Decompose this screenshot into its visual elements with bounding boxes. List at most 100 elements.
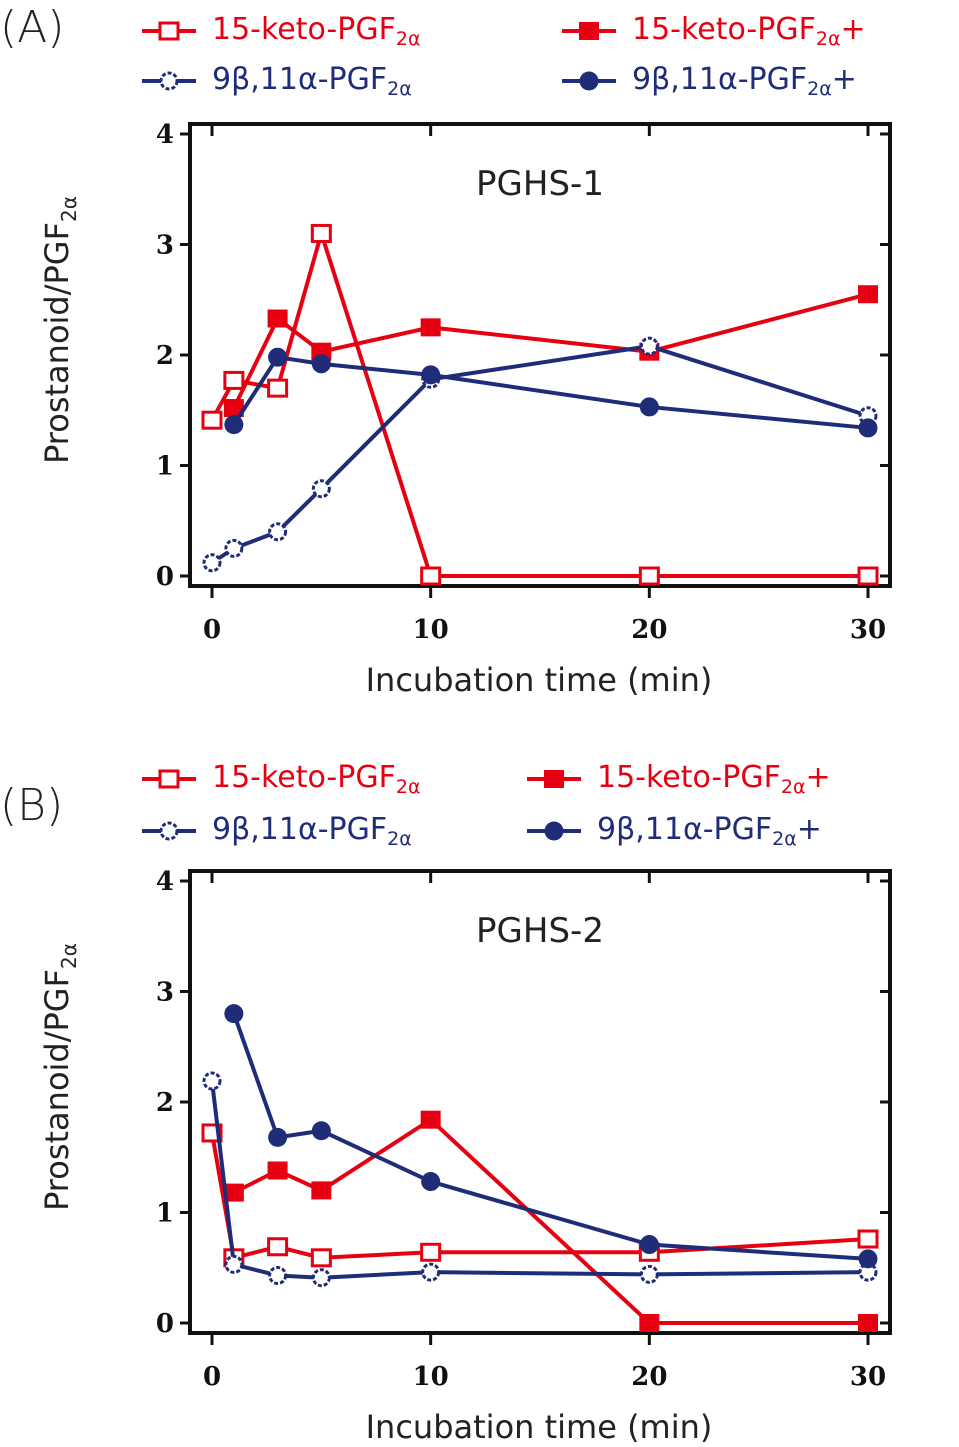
chart-plot-pghs1: 0 1 2 3 4 0 10 20 30 Incubation time (min) Prostan… [38,120,892,699]
series-1 [223,285,878,418]
data-point [267,1237,289,1257]
data-point [639,397,659,417]
data-point [268,347,288,367]
data-point [857,566,879,586]
plot-title: PGHS-2 [476,911,604,951]
legend-label-subscript: 2α [807,78,832,100]
legend-marker [158,21,180,41]
legend-label-subscript: 2α [815,28,841,50]
y-tick-label: 0 [156,562,174,592]
y-tick-label: 0 [156,1309,174,1339]
x-tick-label: 30 [850,615,886,645]
data-point [639,336,659,356]
legend-label: 9β,11α-PGF2α [212,812,412,850]
legend-marker [544,821,564,841]
data-point [421,1262,441,1282]
data-point [311,354,331,374]
series-3 [224,1004,878,1269]
legend-label: 9β,11α-PGF2α [212,62,412,100]
data-point [858,1314,878,1332]
y-tick-label: 4 [156,867,174,897]
x-tick-label: 20 [631,615,667,645]
series-0 [201,223,879,586]
data-point [223,399,244,418]
legend-label: 15-keto-PGF2α+ [597,760,831,798]
legend-item: 9β,11α-PGF2α+ [525,812,822,850]
legend-label: 9β,11α-PGF2α+ [632,62,857,100]
data-point [639,1264,659,1284]
data-point [223,1183,244,1202]
series-2 [202,336,878,573]
panel-label: (B) [0,780,64,831]
data-point [224,415,244,435]
data-point [310,223,332,243]
data-point [311,1181,332,1200]
plot-title: PGHS-1 [476,164,604,204]
legend-marker [158,769,180,789]
series-line [210,231,868,578]
x-tick-label: 10 [413,1362,449,1392]
data-point [224,1254,244,1274]
panel-label: (A) [0,2,65,53]
data-point [268,1265,288,1285]
y-axis-title: Prostanoid/PGF2α [38,943,81,1211]
data-point [421,365,441,385]
chart-plot-pghs2: 0 1 2 3 4 0 10 20 30 Incubation time (min) Prostan… [38,867,892,1446]
legend-item: 15-keto-PGF2α [140,760,420,798]
series-1 [223,1110,878,1332]
data-point [421,1172,441,1192]
data-point [638,566,660,586]
y-tick-label: 2 [156,1088,174,1118]
legend-marker [159,71,179,91]
series-2 [202,1071,878,1288]
series-0 [201,1123,879,1268]
legend-label-subscript: 2α [387,828,412,850]
x-tick-label: 20 [631,1362,667,1392]
legend-label-subscript: 2α [395,28,421,50]
legend-marker-icon [562,71,616,91]
data-point [858,1249,878,1269]
data-point [268,522,288,542]
legend-label-subscript: 2α [772,828,797,850]
legend-marker-icon [562,22,616,40]
data-point [311,1121,331,1141]
series-line [231,1012,869,1261]
legend-label-subscript: 2α [780,776,806,798]
y-tick-label: 3 [156,978,174,1008]
data-point [420,1110,441,1129]
data-point [420,318,441,337]
data-point [202,1071,222,1091]
y-tick-label: 1 [156,1199,174,1229]
legend-item: 15-keto-PGF2α+ [560,12,866,50]
data-point [224,538,244,558]
y-tick-label: 1 [156,452,174,482]
x-axis-title: Incubation time (min) [366,661,713,699]
data-point [858,418,878,438]
legend-label: 15-keto-PGF2α+ [632,12,866,50]
x-tick-label: 0 [203,1362,221,1392]
data-point [311,479,331,499]
data-point [267,309,288,328]
legend-item: 9β,11α-PGF2α [140,812,412,850]
legend-marker [544,770,564,788]
data-point [223,370,245,390]
y-tick-label: 3 [156,231,174,261]
data-point [420,1242,442,1262]
x-tick-label: 0 [203,615,221,645]
data-point [267,378,289,398]
x-axis-title: Incubation time (min) [366,1408,713,1446]
series-line [232,292,869,409]
y-tick-label: 2 [156,341,174,371]
panel-b: (B) 15-keto-PGF2α 15-keto-PGF2α+ 9β,11α-PG… [0,730,959,1447]
x-tick-label: 30 [850,1362,886,1392]
series-line [210,1132,869,1260]
y-tick-label: 4 [156,120,174,150]
data-point [420,566,442,586]
data-point [268,1127,288,1147]
series-line [210,1080,869,1280]
panel-a: (A) 15-keto-PGF2α 15-keto-PGF2α+ 9β,11α-PG… [0,0,959,720]
legend-marker-icon [527,821,581,841]
x-tick-label: 10 [413,615,449,645]
legend-label: 9β,11α-PGF2α+ [597,812,822,850]
data-point [858,285,878,304]
